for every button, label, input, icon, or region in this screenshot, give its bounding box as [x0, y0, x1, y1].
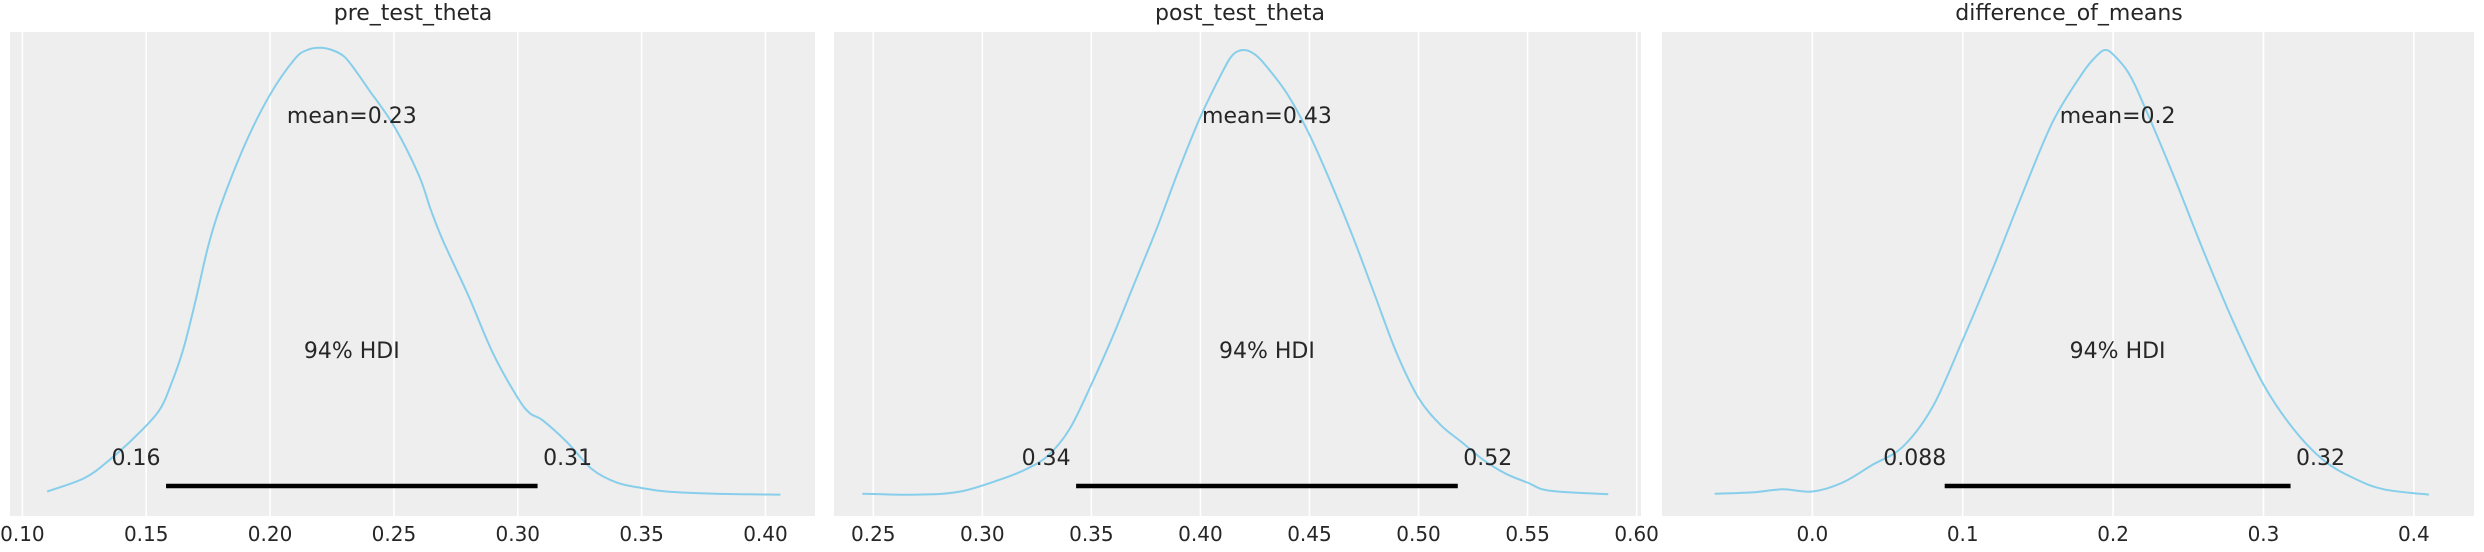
mean-label: mean=0.2 [2060, 104, 2176, 129]
x-tick-label: 0.55 [1505, 522, 1550, 546]
density-curve [862, 48, 1609, 496]
panel-pre-test-theta: pre_test_theta 0.10 0.15 0.20 0.25 0.30 0.35 0.… [0, 0, 826, 552]
x-tick-label: 0.30 [496, 522, 541, 546]
x-tick-label: 0.50 [1396, 522, 1441, 546]
hdi-high-label: 0.32 [2296, 446, 2345, 471]
x-tick-label: 0.40 [743, 522, 788, 546]
hdi-low-label: 0.16 [112, 446, 161, 471]
x-tick-label: 0.15 [124, 522, 169, 546]
posterior-plot-pre-test-theta: pre_test_theta 0.10 0.15 0.20 0.25 0.30 0.35 0.… [0, 1, 815, 546]
posterior-plot-post-test-theta: post_test_theta 0.25 0.30 0.35 0.40 0.45 0.50 0… [834, 1, 1659, 546]
posterior-plot-difference-of-means: difference_of_means 0.0 0.1 0.2 0.3 0.4 mean=0… [1662, 1, 2474, 546]
x-tick-label: 0.25 [851, 522, 896, 546]
hdi-high-label: 0.52 [1463, 446, 1512, 471]
x-tick-label: 0.40 [1178, 522, 1223, 546]
x-tick-label: 0.45 [1287, 522, 1332, 546]
hdi-label: 94% HDI [2070, 339, 2166, 364]
x-tick-label: 0.25 [372, 522, 417, 546]
panel-post-test-theta: post_test_theta 0.25 0.30 0.35 0.40 0.45 0.50 0… [826, 0, 1659, 552]
x-tick-label: 0.2 [2097, 522, 2129, 546]
x-tick-label: 0.4 [2398, 522, 2430, 546]
mean-label: mean=0.23 [287, 104, 417, 129]
x-tick-label: 0.60 [1614, 522, 1659, 546]
hdi-low-label: 0.088 [1883, 446, 1946, 471]
plot-area [834, 32, 1641, 516]
x-tick-label: 0.30 [960, 522, 1005, 546]
mean-label: mean=0.43 [1202, 104, 1332, 129]
x-tick-label: 0.35 [619, 522, 664, 546]
x-tick-label: 0.20 [248, 522, 293, 546]
hdi-high-label: 0.31 [543, 446, 592, 471]
hdi-label: 94% HDI [304, 339, 400, 364]
hdi-low-label: 0.34 [1022, 446, 1071, 471]
x-tick-label: 0.35 [1069, 522, 1114, 546]
x-tick-label: 0.3 [2248, 522, 2280, 546]
x-tick-label: 0.1 [1947, 522, 1979, 546]
density-curve [46, 46, 781, 496]
chart-title: post_test_theta [1155, 1, 1325, 26]
panel-difference-of-means: difference_of_means 0.0 0.1 0.2 0.3 0.4 mean=0… [1654, 0, 2484, 552]
hdi-label: 94% HDI [1219, 339, 1315, 364]
plot-area [10, 32, 815, 516]
plot-area [1662, 32, 2474, 516]
chart-title: difference_of_means [1955, 1, 2183, 26]
x-tick-label: 0.0 [1796, 522, 1828, 546]
density-curve [1714, 48, 2430, 496]
x-tick-label: 0.10 [0, 522, 45, 546]
chart-title: pre_test_theta [334, 1, 493, 26]
